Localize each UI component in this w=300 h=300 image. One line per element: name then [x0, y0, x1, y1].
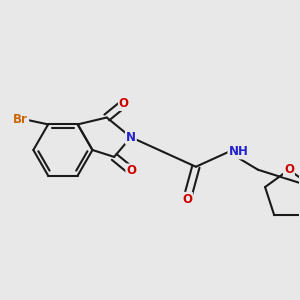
- Text: N: N: [126, 131, 136, 144]
- Text: NH: NH: [228, 146, 248, 158]
- Text: O: O: [119, 97, 129, 110]
- Text: Br: Br: [13, 113, 28, 126]
- Text: O: O: [182, 193, 192, 206]
- Text: O: O: [126, 164, 136, 177]
- Text: O: O: [284, 163, 294, 176]
